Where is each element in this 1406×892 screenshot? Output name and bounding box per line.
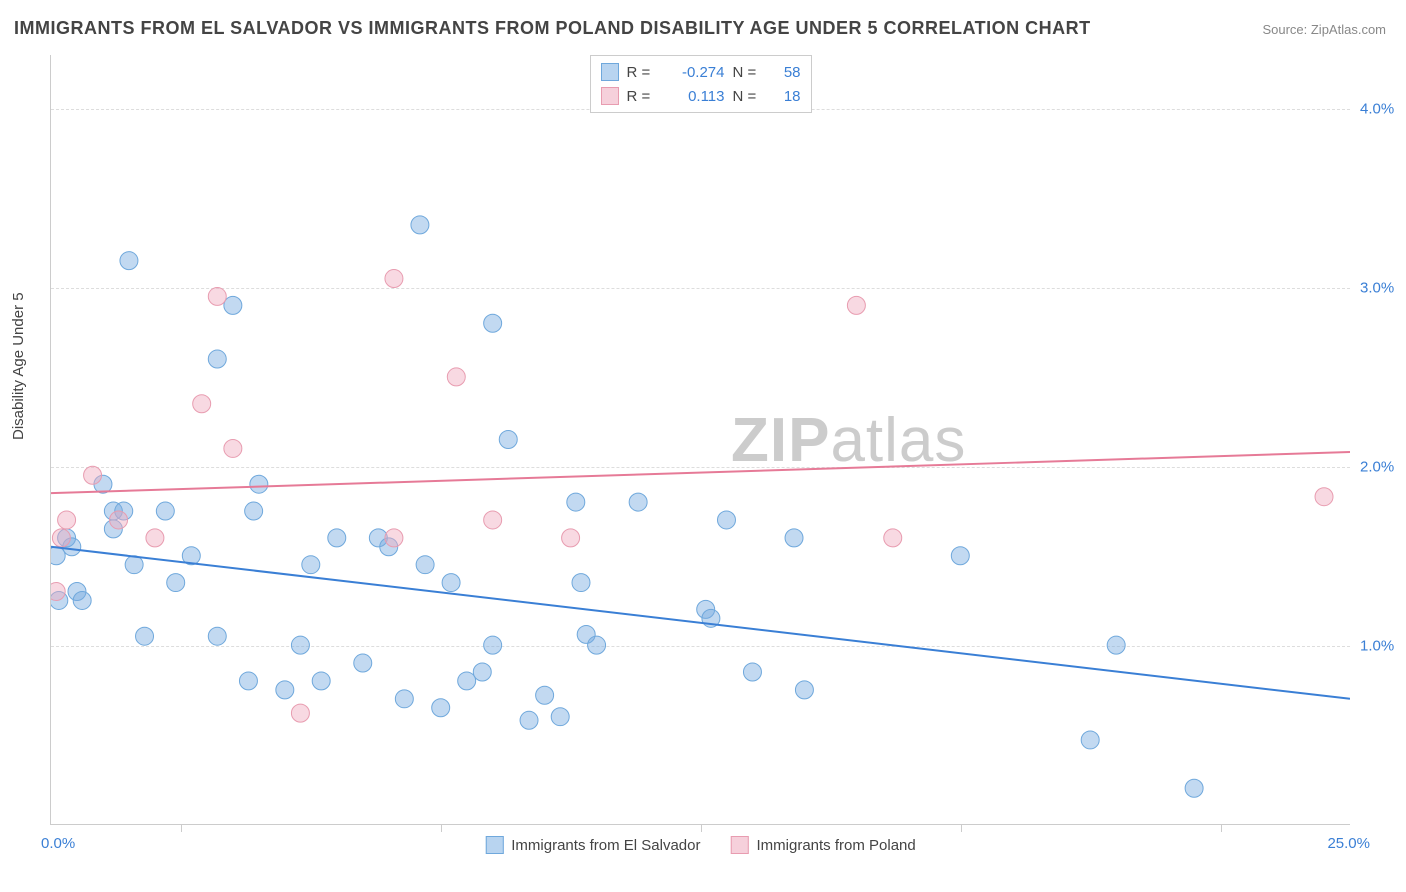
scatter-point [588, 636, 606, 654]
scatter-plot-svg [51, 55, 1350, 824]
scatter-point [432, 699, 450, 717]
scatter-point [795, 681, 813, 699]
scatter-point [208, 287, 226, 305]
legend-r-label: R = [627, 88, 657, 105]
scatter-point [484, 511, 502, 529]
legend-stat-row: R = -0.274 N = 58 [601, 60, 801, 84]
scatter-point [208, 350, 226, 368]
scatter-point [328, 529, 346, 547]
scatter-point [567, 493, 585, 511]
scatter-point [951, 547, 969, 565]
scatter-point [1185, 779, 1203, 797]
scatter-point [245, 502, 263, 520]
scatter-point [125, 556, 143, 574]
scatter-point [1107, 636, 1125, 654]
scatter-point [629, 493, 647, 511]
legend-series-item: Immigrants from El Salvador [485, 836, 700, 854]
scatter-point [156, 502, 174, 520]
scatter-point [442, 574, 460, 592]
legend-n-label: N = [733, 64, 763, 81]
trend-line [51, 452, 1350, 493]
legend-swatch [601, 87, 619, 105]
scatter-point [385, 529, 403, 547]
scatter-point [484, 636, 502, 654]
scatter-point [302, 556, 320, 574]
source-label: Source: ZipAtlas.com [1262, 22, 1386, 37]
scatter-point [717, 511, 735, 529]
scatter-point [884, 529, 902, 547]
scatter-point [1081, 731, 1099, 749]
y-tick-label: 1.0% [1360, 637, 1406, 654]
legend-swatch [485, 836, 503, 854]
scatter-point [312, 672, 330, 690]
scatter-point [52, 529, 70, 547]
y-tick-label: 2.0% [1360, 458, 1406, 475]
scatter-point [520, 711, 538, 729]
scatter-point [146, 529, 164, 547]
scatter-point [1315, 488, 1333, 506]
x-tick [441, 824, 442, 832]
legend-swatch [731, 836, 749, 854]
legend-n-value: 58 [771, 64, 801, 81]
x-axis-end-label: 25.0% [1327, 835, 1370, 852]
scatter-point [291, 704, 309, 722]
legend-series-label: Immigrants from El Salvador [511, 837, 700, 854]
scatter-point [551, 708, 569, 726]
scatter-point [473, 663, 491, 681]
legend-series-item: Immigrants from Poland [731, 836, 916, 854]
legend-stat-row: R = 0.113 N = 18 [601, 84, 801, 108]
scatter-point [73, 591, 91, 609]
scatter-point [291, 636, 309, 654]
chart-plot-area: ZIPatlas 1.0%2.0%3.0%4.0% 0.0% 25.0% R =… [50, 55, 1350, 825]
scatter-point [136, 627, 154, 645]
scatter-point [458, 672, 476, 690]
x-tick [701, 824, 702, 832]
x-tick [181, 824, 182, 832]
legend-swatch [601, 63, 619, 81]
scatter-point [536, 686, 554, 704]
legend-series-label: Immigrants from Poland [757, 837, 916, 854]
scatter-point [354, 654, 372, 672]
chart-title: IMMIGRANTS FROM EL SALVADOR VS IMMIGRANT… [14, 18, 1091, 39]
y-axis-label: Disability Age Under 5 [10, 292, 27, 440]
x-axis-start-label: 0.0% [41, 835, 75, 852]
x-tick [1221, 824, 1222, 832]
legend-n-value: 18 [771, 88, 801, 105]
legend-n-label: N = [733, 88, 763, 105]
scatter-point [743, 663, 761, 681]
scatter-point [416, 556, 434, 574]
scatter-point [250, 475, 268, 493]
scatter-point [385, 270, 403, 288]
scatter-point [120, 252, 138, 270]
scatter-point [84, 466, 102, 484]
scatter-point [51, 583, 65, 601]
scatter-point [193, 395, 211, 413]
scatter-point [224, 296, 242, 314]
scatter-point [447, 368, 465, 386]
scatter-point [58, 511, 76, 529]
scatter-point [847, 296, 865, 314]
legend-r-value: -0.274 [665, 64, 725, 81]
scatter-point [484, 314, 502, 332]
legend-stats-box: R = -0.274 N = 58 R = 0.113 N = 18 [590, 55, 812, 113]
scatter-point [167, 574, 185, 592]
x-tick [961, 824, 962, 832]
scatter-point [224, 439, 242, 457]
scatter-point [572, 574, 590, 592]
scatter-point [239, 672, 257, 690]
scatter-point [276, 681, 294, 699]
scatter-point [499, 431, 517, 449]
legend-bottom: Immigrants from El Salvador Immigrants fr… [485, 836, 915, 854]
scatter-point [208, 627, 226, 645]
legend-r-label: R = [627, 64, 657, 81]
scatter-point [395, 690, 413, 708]
scatter-point [411, 216, 429, 234]
scatter-point [562, 529, 580, 547]
legend-r-value: 0.113 [665, 88, 725, 105]
scatter-point [785, 529, 803, 547]
scatter-point [110, 511, 128, 529]
y-tick-label: 3.0% [1360, 279, 1406, 296]
y-tick-label: 4.0% [1360, 100, 1406, 117]
